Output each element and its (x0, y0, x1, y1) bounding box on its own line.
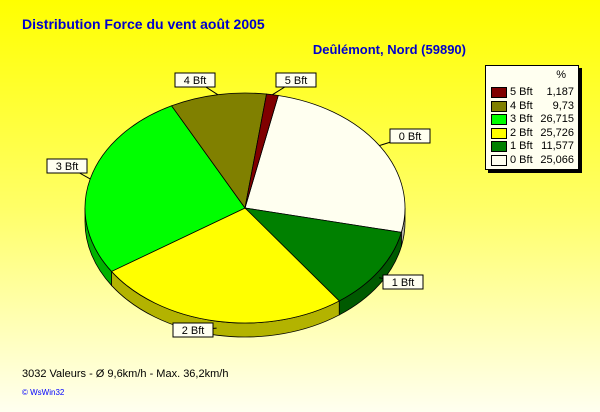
pie-slice-2-bft (110, 207, 340, 324)
legend-label: 2 Bft (510, 126, 533, 139)
legend-value: 26,715 (540, 113, 574, 125)
pie-slice-3-bft (84, 105, 246, 272)
legend-swatch (491, 141, 507, 152)
legend-swatch (491, 114, 507, 125)
legend-value: 11,577 (541, 140, 574, 152)
pie-slice-1-bft (243, 207, 402, 302)
legend-swatch (491, 100, 507, 112)
legend-label: 1 Bft (510, 140, 533, 152)
data-label-box (172, 322, 214, 338)
data-label-box (382, 274, 424, 290)
legend-value: 25,726 (540, 126, 574, 139)
legend-value: 1,187 (546, 86, 574, 98)
legend-value: 9,73 (552, 99, 574, 112)
legend-item: 4 Bft 9,73 (491, 100, 576, 112)
legend-item: 0 Bft 25,066 (491, 154, 576, 166)
legend: % 5 Bft 1,187 4 Bft 9,73 3 Bft 26,715 2 Bft 25,… (485, 65, 579, 170)
legend-label: 4 Bft (510, 99, 533, 112)
legend-value: 25,066 (540, 153, 574, 166)
legend-swatch (491, 87, 507, 98)
data-label-box (389, 128, 431, 144)
data-label: 1 Bft (392, 277, 415, 289)
chart-title: Distribution Force du vent août 2005 (22, 16, 265, 32)
data-label: 5 Bft (285, 75, 308, 87)
legend-label: 5 Bft (510, 86, 533, 98)
data-label: 0 Bft (399, 131, 422, 143)
data-label-box (275, 72, 317, 88)
legend-item: 3 Bft 26,715 (491, 113, 576, 125)
legend-swatch (491, 154, 507, 166)
data-label: 2 Bft (182, 325, 205, 337)
footer-stats: 3032 Valeurs - Ø 9,6km/h - Max. 36,2km/h (22, 368, 229, 380)
chart-subtitle: Deûlémont, Nord (59890) (312, 42, 466, 57)
copyright: © WsWin32 (22, 388, 65, 397)
legend-label: 0 Bft (510, 153, 533, 166)
legend-label: 3 Bft (510, 113, 533, 125)
data-label-box (174, 72, 216, 88)
legend-item: 1 Bft 11,577 (491, 140, 576, 152)
legend-header: % (556, 69, 566, 81)
legend-item: 2 Bft 25,726 (491, 127, 576, 139)
data-label: 4 Bft (184, 75, 207, 87)
legend-swatch (491, 127, 507, 139)
legend-item: 5 Bft 1,187 (491, 86, 576, 98)
data-label: 3 Bft (56, 161, 79, 173)
data-label-box (46, 158, 88, 174)
